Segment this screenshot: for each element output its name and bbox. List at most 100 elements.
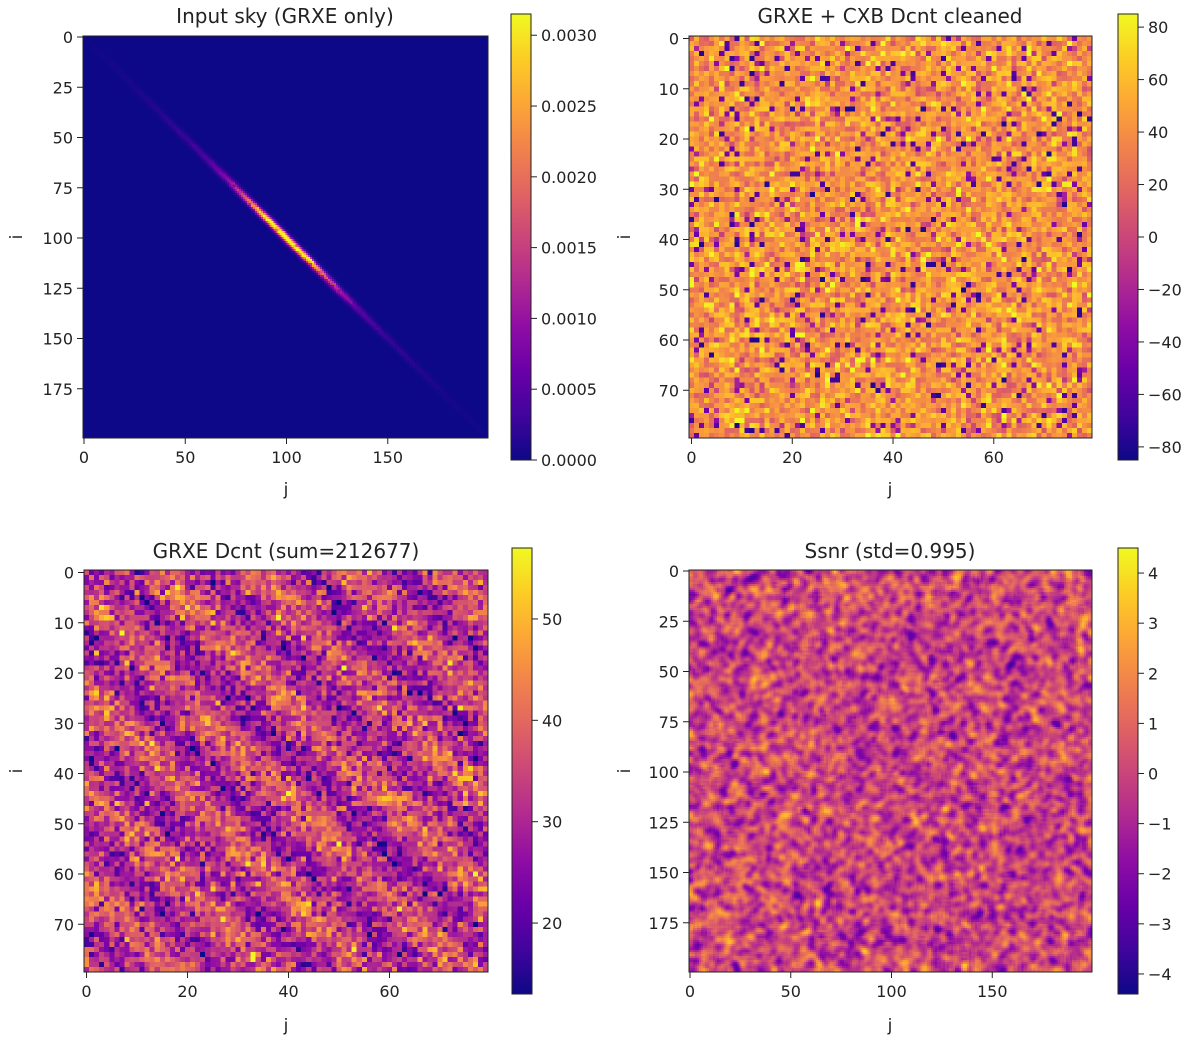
- colorbar-tick-label: 30: [542, 813, 562, 832]
- x-tick-label: 0: [79, 448, 89, 467]
- y-tick-label: 50: [659, 281, 679, 300]
- y-tick-label: 50: [54, 815, 74, 834]
- y-tick-label: 60: [54, 865, 74, 884]
- y-tick-label: 10: [659, 80, 679, 99]
- colorbar: [510, 13, 532, 461]
- x-tick-label: 150: [977, 982, 1008, 1001]
- colorbar-tick-label: 0.0015: [541, 239, 597, 258]
- y-tick-label: 100: [42, 229, 73, 248]
- x-tick-label: 0: [81, 982, 91, 1001]
- panel-ssnr: Ssnr (std=0.995) 0 25 50 75 100 125 150 175 0 50…: [615, 539, 1172, 1036]
- y-axis-label: i: [7, 235, 27, 240]
- x-axis-label: j: [887, 480, 893, 500]
- x-axis-label: j: [887, 1016, 893, 1036]
- y-tick-label: 70: [659, 381, 679, 400]
- colorbar-tick-label: 80: [1148, 18, 1168, 37]
- y-tick-label: 25: [659, 612, 679, 631]
- x-tick-label: 0: [685, 982, 695, 1001]
- colorbar-tick-label: 4: [1148, 564, 1158, 583]
- panel-grxe-cxb-cleaned: GRXE + CXB Dcnt cleaned 010203040506070 …: [615, 4, 1182, 500]
- x-axis-label: j: [283, 480, 289, 500]
- y-tick-label: 40: [659, 231, 679, 250]
- plot-frame: [688, 35, 1093, 439]
- colorbar-tick-label: 20: [1148, 176, 1168, 195]
- y-tick-label: 60: [659, 331, 679, 350]
- y-tick-label: 0: [64, 564, 74, 583]
- colorbar-tick-label: −40: [1148, 333, 1182, 352]
- heatmap-image: [83, 36, 488, 438]
- x-tick-label: 20: [177, 982, 197, 1001]
- y-tick-label: 0: [63, 28, 73, 47]
- y-ticks: 0 10 20 30 40 50 60 70: [54, 564, 84, 934]
- panel-title: Input sky (GRXE only): [176, 4, 394, 28]
- colorbar-tick-label: 0.0025: [541, 97, 597, 116]
- heatmap-image: [84, 570, 488, 972]
- x-tick-label: 0: [686, 448, 696, 467]
- colorbar-tick-label: −2: [1148, 865, 1172, 884]
- colorbar-tick-label: 0: [1148, 765, 1158, 784]
- y-ticks: 0 25 50 75 100 125 150 175: [648, 562, 689, 933]
- y-tick-label: 175: [648, 914, 679, 933]
- colorbar-tick-label: −20: [1148, 280, 1182, 299]
- colorbar-tick-label: 40: [542, 711, 562, 730]
- colorbar: [511, 547, 533, 995]
- panel-input-sky: Input sky (GRXE only) 0 25 50 75 100 125 150 17…: [7, 4, 597, 500]
- colorbar-tick-label: 2: [1148, 664, 1158, 683]
- colorbar: [1117, 547, 1139, 995]
- y-tick-label: 125: [648, 813, 679, 832]
- colorbar-tick-label: −1: [1148, 815, 1172, 834]
- panel-title: GRXE Dcnt (sum=212677): [153, 539, 420, 563]
- colorbar-tick-label: −60: [1148, 385, 1182, 404]
- x-ticks: 0 20 40 60: [686, 438, 1004, 467]
- y-ticks: 0 10 20 30 40 50 60 70: [659, 30, 689, 400]
- y-tick-label: 70: [54, 915, 74, 934]
- y-tick-label: 100: [648, 763, 679, 782]
- y-ticks: 0 25 50 75 100 125 150 175: [42, 28, 83, 399]
- y-tick-label: 10: [54, 614, 74, 633]
- x-tick-label: 50: [781, 982, 801, 1001]
- y-tick-label: 150: [42, 330, 73, 349]
- colorbar-tick-label: 3: [1148, 614, 1158, 633]
- y-tick-label: 50: [659, 663, 679, 682]
- colorbar-tick-label: 0.0000: [541, 451, 597, 470]
- y-tick-label: 175: [42, 380, 73, 399]
- y-tick-label: 50: [53, 129, 73, 148]
- colorbar-tick-label: 1: [1148, 714, 1158, 733]
- y-tick-label: 20: [659, 130, 679, 149]
- plot-frame: [688, 569, 1093, 973]
- y-axis-label: i: [615, 769, 635, 774]
- y-tick-label: 30: [659, 180, 679, 199]
- x-ticks: 0 20 40 60: [81, 972, 400, 1001]
- colorbar-ticks: 4 3 2 1 0 −1 −2 −3 −4: [1138, 564, 1172, 984]
- y-tick-label: 75: [53, 179, 73, 198]
- x-tick-label: 150: [372, 448, 403, 467]
- colorbar-ticks: 0.0000 0.0005 0.0010 0.0015 0.0020 0.0025 0.00…: [531, 26, 597, 470]
- y-axis-label: i: [7, 769, 27, 774]
- panel-title: GRXE + CXB Dcnt cleaned: [757, 4, 1022, 28]
- panel-title: Ssnr (std=0.995): [805, 539, 976, 563]
- x-axis-label: j: [283, 1016, 289, 1036]
- colorbar-tick-label: −4: [1148, 965, 1172, 984]
- colorbar: [1117, 13, 1139, 461]
- x-tick-label: 20: [782, 448, 802, 467]
- y-tick-label: 0: [669, 562, 679, 581]
- y-tick-label: 150: [648, 864, 679, 883]
- colorbar-tick-label: −3: [1148, 915, 1172, 934]
- colorbar-tick-label: 0: [1148, 228, 1158, 247]
- plot-frame: [82, 35, 489, 439]
- x-tick-label: 100: [271, 448, 302, 467]
- colorbar-ticks: 80 60 40 20 0 −20 −40 −60 −80: [1138, 18, 1182, 457]
- heatmap-image: [689, 570, 1092, 972]
- y-tick-label: 25: [53, 78, 73, 97]
- y-tick-label: 75: [659, 713, 679, 732]
- colorbar-tick-label: 0.0030: [541, 26, 597, 45]
- y-tick-label: 0: [669, 30, 679, 49]
- y-tick-label: 125: [42, 279, 73, 298]
- x-tick-label: 40: [278, 982, 298, 1001]
- x-ticks: 0 50 100 150: [685, 972, 1008, 1001]
- plot-frame: [83, 569, 489, 973]
- colorbar-tick-label: 50: [542, 610, 562, 629]
- colorbar-tick-label: −80: [1148, 438, 1182, 457]
- x-tick-label: 50: [175, 448, 195, 467]
